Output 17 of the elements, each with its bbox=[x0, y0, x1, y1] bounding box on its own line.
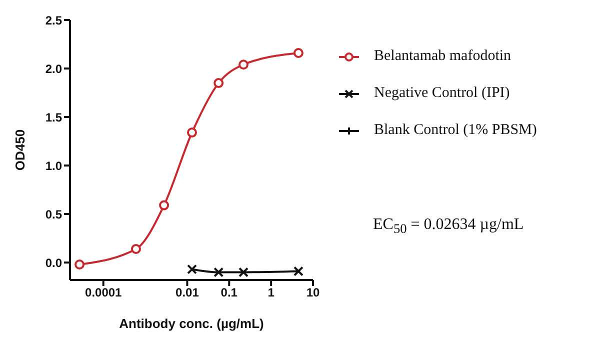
x-axis-title: Antibody conc. (µg/mL) bbox=[119, 316, 264, 331]
legend-label: Belantamab mafodotin bbox=[374, 48, 512, 65]
legend-label: Negative Control (IPI) bbox=[374, 85, 510, 102]
x-tick-label: 0.1 bbox=[220, 286, 238, 300]
y-tick-label: 0.5 bbox=[45, 207, 62, 222]
x-tick-label: 0.0001 bbox=[85, 286, 122, 300]
y-tick-label: 1.5 bbox=[45, 110, 62, 124]
x-tick-label: 10 bbox=[306, 286, 320, 300]
x-tick-label: 0.01 bbox=[176, 286, 200, 300]
legend-label: Blank Control (1% PBSM) bbox=[374, 122, 537, 139]
y-tick-label: 2.5 bbox=[45, 13, 62, 28]
x-tick-label: 1 bbox=[268, 286, 275, 300]
y-tick-label: 0.0 bbox=[45, 256, 62, 270]
text: EC$_{50}$ = 0.02634 µg/mL bbox=[373, 216, 524, 238]
y-tick-label: 1.0 bbox=[45, 158, 62, 173]
y-tick-label: 2.0 bbox=[45, 62, 62, 76]
y-axis-title: OD450 bbox=[12, 129, 28, 171]
